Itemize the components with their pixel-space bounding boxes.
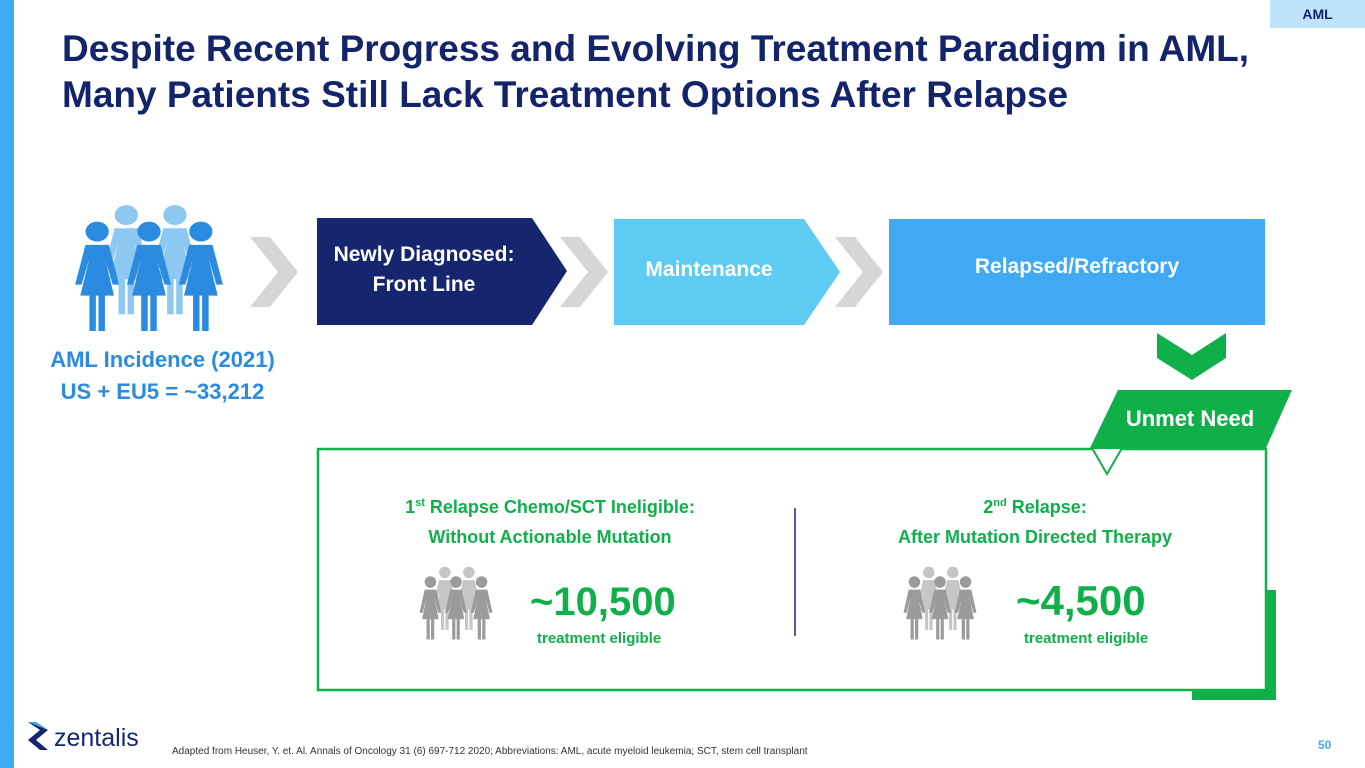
incidence: AML Incidence (2021) US + EU5 = ~33,212 — [20, 344, 305, 408]
stage-line: Newly Diagnosed: — [333, 243, 515, 266]
stage-label: Relapsed/Refractory — [974, 255, 1180, 278]
side-bar — [0, 0, 14, 768]
heading-line: 2nd Relapse: — [815, 488, 1255, 522]
footnote: Adapted from Heuser, Y. et. Al. Annals o… — [172, 746, 808, 757]
heading-text: Relapse Chemo/SCT Ineligible: — [429, 497, 695, 517]
group-heading: 2nd Relapse: After Mutation Directed Ther… — [815, 488, 1255, 552]
ordinal: 2 — [983, 497, 994, 517]
page-number: 50 — [1318, 738, 1332, 752]
heading-line: 1st Relapse Chemo/SCT Ineligible: — [330, 488, 770, 522]
stage-box — [614, 219, 840, 325]
title: Despite Recent Progress and Evolving Tre… — [62, 26, 1249, 118]
heading-line: Without Actionable Mutation — [428, 527, 672, 547]
chevrons — [250, 237, 883, 307]
group-value: ~10,500 — [530, 580, 676, 624]
group-value: ~4,500 — [1016, 577, 1146, 624]
unmet-label-box — [1090, 390, 1292, 448]
stage-label: Maintenance — [645, 258, 773, 281]
title-line: Despite Recent Progress and Evolving Tre… — [62, 28, 1250, 69]
stage-box — [889, 219, 1265, 325]
section-tag: AML — [1270, 0, 1365, 28]
group-note: treatment eligible — [1024, 630, 1149, 647]
down-chevron — [1157, 333, 1226, 380]
logo-mark — [28, 722, 48, 730]
incidence-line: AML Incidence (2021) — [50, 347, 275, 372]
people-icon — [75, 205, 223, 331]
heading-line: After Mutation Directed Therapy — [897, 527, 1173, 547]
stage-box — [317, 218, 567, 325]
title-line: Many Patients Still Lack Treatment Optio… — [62, 74, 1069, 115]
stage-label: Newly Diagnosed: Front Line — [317, 240, 531, 300]
heading-text: Relapse: — [1011, 497, 1087, 517]
group-note: treatment eligible — [537, 630, 662, 647]
ordinal-suffix: st — [415, 497, 425, 509]
unmet-need: Unmet Need — [1125, 406, 1255, 431]
incidence-line: US + EU5 = ~33,212 — [60, 379, 265, 404]
logo: zentalis — [54, 724, 139, 752]
ordinal: 1 — [405, 497, 416, 517]
stage-line: Front Line — [372, 273, 476, 296]
group-heading: 1st Relapse Chemo/SCT Ineligible: Without… — [330, 488, 770, 552]
ordinal-suffix: nd — [993, 497, 1007, 509]
unmet-box — [316, 447, 1268, 692]
logo-mark — [28, 722, 48, 750]
corner-accent — [1192, 590, 1276, 700]
